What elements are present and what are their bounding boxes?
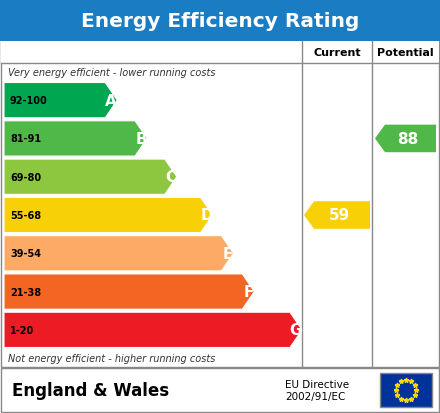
Bar xyxy=(1,368,439,412)
Bar xyxy=(1,42,439,367)
Text: Not energy efficient - higher running costs: Not energy efficient - higher running co… xyxy=(8,353,215,363)
Polygon shape xyxy=(4,198,213,233)
Polygon shape xyxy=(4,121,147,157)
Text: 39-54: 39-54 xyxy=(10,249,41,259)
Polygon shape xyxy=(4,313,302,348)
Text: 81-91: 81-91 xyxy=(10,134,41,144)
Polygon shape xyxy=(4,274,254,309)
Text: D: D xyxy=(200,208,213,223)
Bar xyxy=(0,0,440,42)
Text: C: C xyxy=(165,170,176,185)
Polygon shape xyxy=(304,202,370,229)
Text: 55-68: 55-68 xyxy=(10,211,41,221)
Text: Very energy efficient - lower running costs: Very energy efficient - lower running co… xyxy=(8,68,216,78)
Text: EU Directive
2002/91/EC: EU Directive 2002/91/EC xyxy=(285,379,349,401)
Bar xyxy=(1,42,439,64)
Text: England & Wales: England & Wales xyxy=(12,381,169,399)
Text: G: G xyxy=(290,323,302,337)
Bar xyxy=(1,368,439,412)
Text: 92-100: 92-100 xyxy=(10,96,48,106)
Text: Energy Efficiency Rating: Energy Efficiency Rating xyxy=(81,12,359,31)
Text: A: A xyxy=(105,93,117,108)
Text: 69-80: 69-80 xyxy=(10,172,41,182)
Polygon shape xyxy=(4,160,177,195)
Polygon shape xyxy=(4,236,234,271)
Text: 1-20: 1-20 xyxy=(10,325,34,335)
Polygon shape xyxy=(375,125,436,153)
Text: 21-38: 21-38 xyxy=(10,287,41,297)
Text: 88: 88 xyxy=(397,132,418,147)
Polygon shape xyxy=(4,83,117,119)
Text: Potential: Potential xyxy=(377,48,434,58)
Text: E: E xyxy=(222,246,233,261)
Text: 59: 59 xyxy=(328,208,350,223)
Text: F: F xyxy=(243,285,253,299)
Bar xyxy=(380,373,432,407)
Text: Current: Current xyxy=(313,48,361,58)
Text: B: B xyxy=(135,132,147,147)
